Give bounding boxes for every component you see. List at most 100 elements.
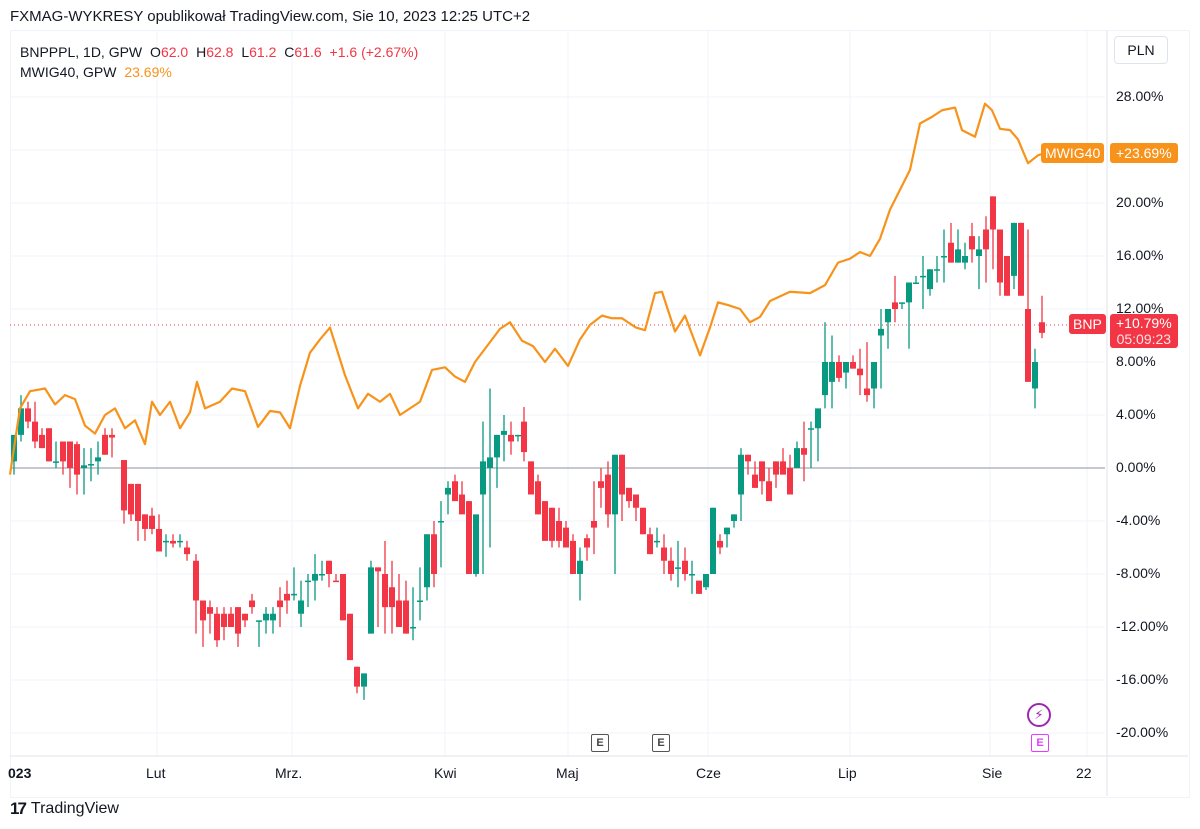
time-axis-label: Lut xyxy=(146,765,166,781)
price-axis-label: 20.00% xyxy=(1116,194,1164,210)
candle-body xyxy=(675,567,681,569)
candle-body xyxy=(626,487,632,502)
earnings-event-upcoming-icon[interactable]: E xyxy=(1031,734,1049,752)
candle-body xyxy=(501,430,507,435)
candle-body xyxy=(892,302,898,309)
price-axis-label: -16.00% xyxy=(1116,671,1169,687)
time-axis-label: Maj xyxy=(556,765,579,781)
candle-body xyxy=(312,574,318,581)
candle-body xyxy=(752,474,758,488)
candle-body xyxy=(703,574,709,588)
candle-body xyxy=(843,362,849,373)
price-axis-label: -8.00% xyxy=(1116,565,1161,581)
earnings-event-icon[interactable]: E xyxy=(652,734,670,752)
candle-body xyxy=(969,236,975,250)
publish-header: FXMAG-WYKRESY opublikował TradingView.co… xyxy=(10,8,531,25)
candle-body xyxy=(403,600,409,634)
candle-body xyxy=(780,461,786,475)
candle-body xyxy=(787,468,793,495)
candle-body xyxy=(95,457,101,462)
candle-body xyxy=(228,613,234,627)
candle-body xyxy=(163,540,169,543)
candle-body xyxy=(417,600,423,602)
candle-body xyxy=(864,388,870,396)
candle-body xyxy=(605,474,611,515)
candle-body xyxy=(983,229,989,250)
candle-body xyxy=(962,256,968,263)
candle-body xyxy=(815,408,821,429)
candle-body xyxy=(249,600,255,608)
candle-body xyxy=(39,434,45,449)
mwig40-line xyxy=(8,102,1043,475)
candle-body xyxy=(319,574,325,576)
candle-body xyxy=(689,574,695,576)
price-axis-label: 4.00% xyxy=(1116,406,1156,422)
mwig-name-tag: MWIG40 xyxy=(1041,143,1105,163)
legend-compare-symbol: MWIG40, GPW xyxy=(20,64,117,80)
candle-body xyxy=(906,282,912,303)
candle-body xyxy=(256,620,262,622)
price-axis-label: 28.00% xyxy=(1116,88,1164,104)
candle-body xyxy=(640,507,646,535)
candle-body xyxy=(508,434,514,442)
price-axis-label: -12.00% xyxy=(1116,618,1169,634)
tradingview-logo-icon: 17 xyxy=(10,799,27,818)
candle-body xyxy=(710,507,716,574)
candle-body xyxy=(354,666,360,687)
candle-body xyxy=(521,421,527,453)
candle-body xyxy=(647,534,653,555)
earnings-event-icon[interactable]: E xyxy=(591,734,609,752)
candle-body xyxy=(88,464,94,466)
candle-body xyxy=(731,514,737,521)
lightning-icon[interactable]: ⚡︎ xyxy=(1027,703,1051,727)
candle-body xyxy=(214,613,220,641)
candle-body xyxy=(808,428,814,430)
candle-body xyxy=(156,528,162,552)
legend-change: +1.6 (+2.67%) xyxy=(329,44,419,60)
time-axis-label: 22 xyxy=(1076,765,1092,781)
candle-body xyxy=(184,547,190,555)
candle-body xyxy=(1025,309,1031,382)
candle-body xyxy=(149,515,155,529)
candle-body xyxy=(53,461,59,463)
candle-body xyxy=(927,269,933,290)
candle-body xyxy=(668,560,674,574)
candle-body xyxy=(976,249,982,256)
legend-compare-series[interactable]: MWIG40, GPW 23.69% xyxy=(20,62,422,82)
candle-body xyxy=(389,587,395,608)
candle-body xyxy=(899,302,905,304)
candle-body xyxy=(242,613,248,621)
currency-button[interactable]: PLN xyxy=(1114,36,1168,64)
candle-body xyxy=(836,362,842,378)
candle-body xyxy=(81,465,87,468)
price-axis-label: -20.00% xyxy=(1116,724,1169,740)
candle-body xyxy=(340,574,346,621)
legend-open: 62.0 xyxy=(160,44,189,60)
candle-body xyxy=(661,547,667,561)
candle-body xyxy=(291,593,297,596)
candle-body xyxy=(822,362,828,396)
candle-body xyxy=(375,567,381,572)
candle-body xyxy=(135,483,141,521)
legend-main-series[interactable]: BNPPPL, 1D, GPW O62.0 H62.8 L61.2 C61.6 … xyxy=(20,44,419,60)
candle-body xyxy=(473,514,479,574)
legend-close: 61.6 xyxy=(294,44,322,60)
candle-body xyxy=(347,613,353,661)
candle-body xyxy=(885,309,891,323)
candle-body xyxy=(25,408,31,422)
candle-body xyxy=(235,607,241,634)
legend-symbol: BNPPPL, 1D, GPW xyxy=(20,44,143,60)
candle-body xyxy=(410,627,416,629)
candle-body xyxy=(563,527,569,548)
price-axis-label: 16.00% xyxy=(1116,247,1164,263)
candle-body xyxy=(682,560,688,574)
candle-body xyxy=(724,527,730,535)
candle-body xyxy=(535,481,541,515)
price-axis-label: 12.00% xyxy=(1116,300,1164,316)
candle-body xyxy=(305,580,311,583)
legend-low: 61.2 xyxy=(249,44,277,60)
candle-body xyxy=(591,521,597,528)
candle-body xyxy=(46,428,52,462)
candle-body xyxy=(1039,322,1045,333)
